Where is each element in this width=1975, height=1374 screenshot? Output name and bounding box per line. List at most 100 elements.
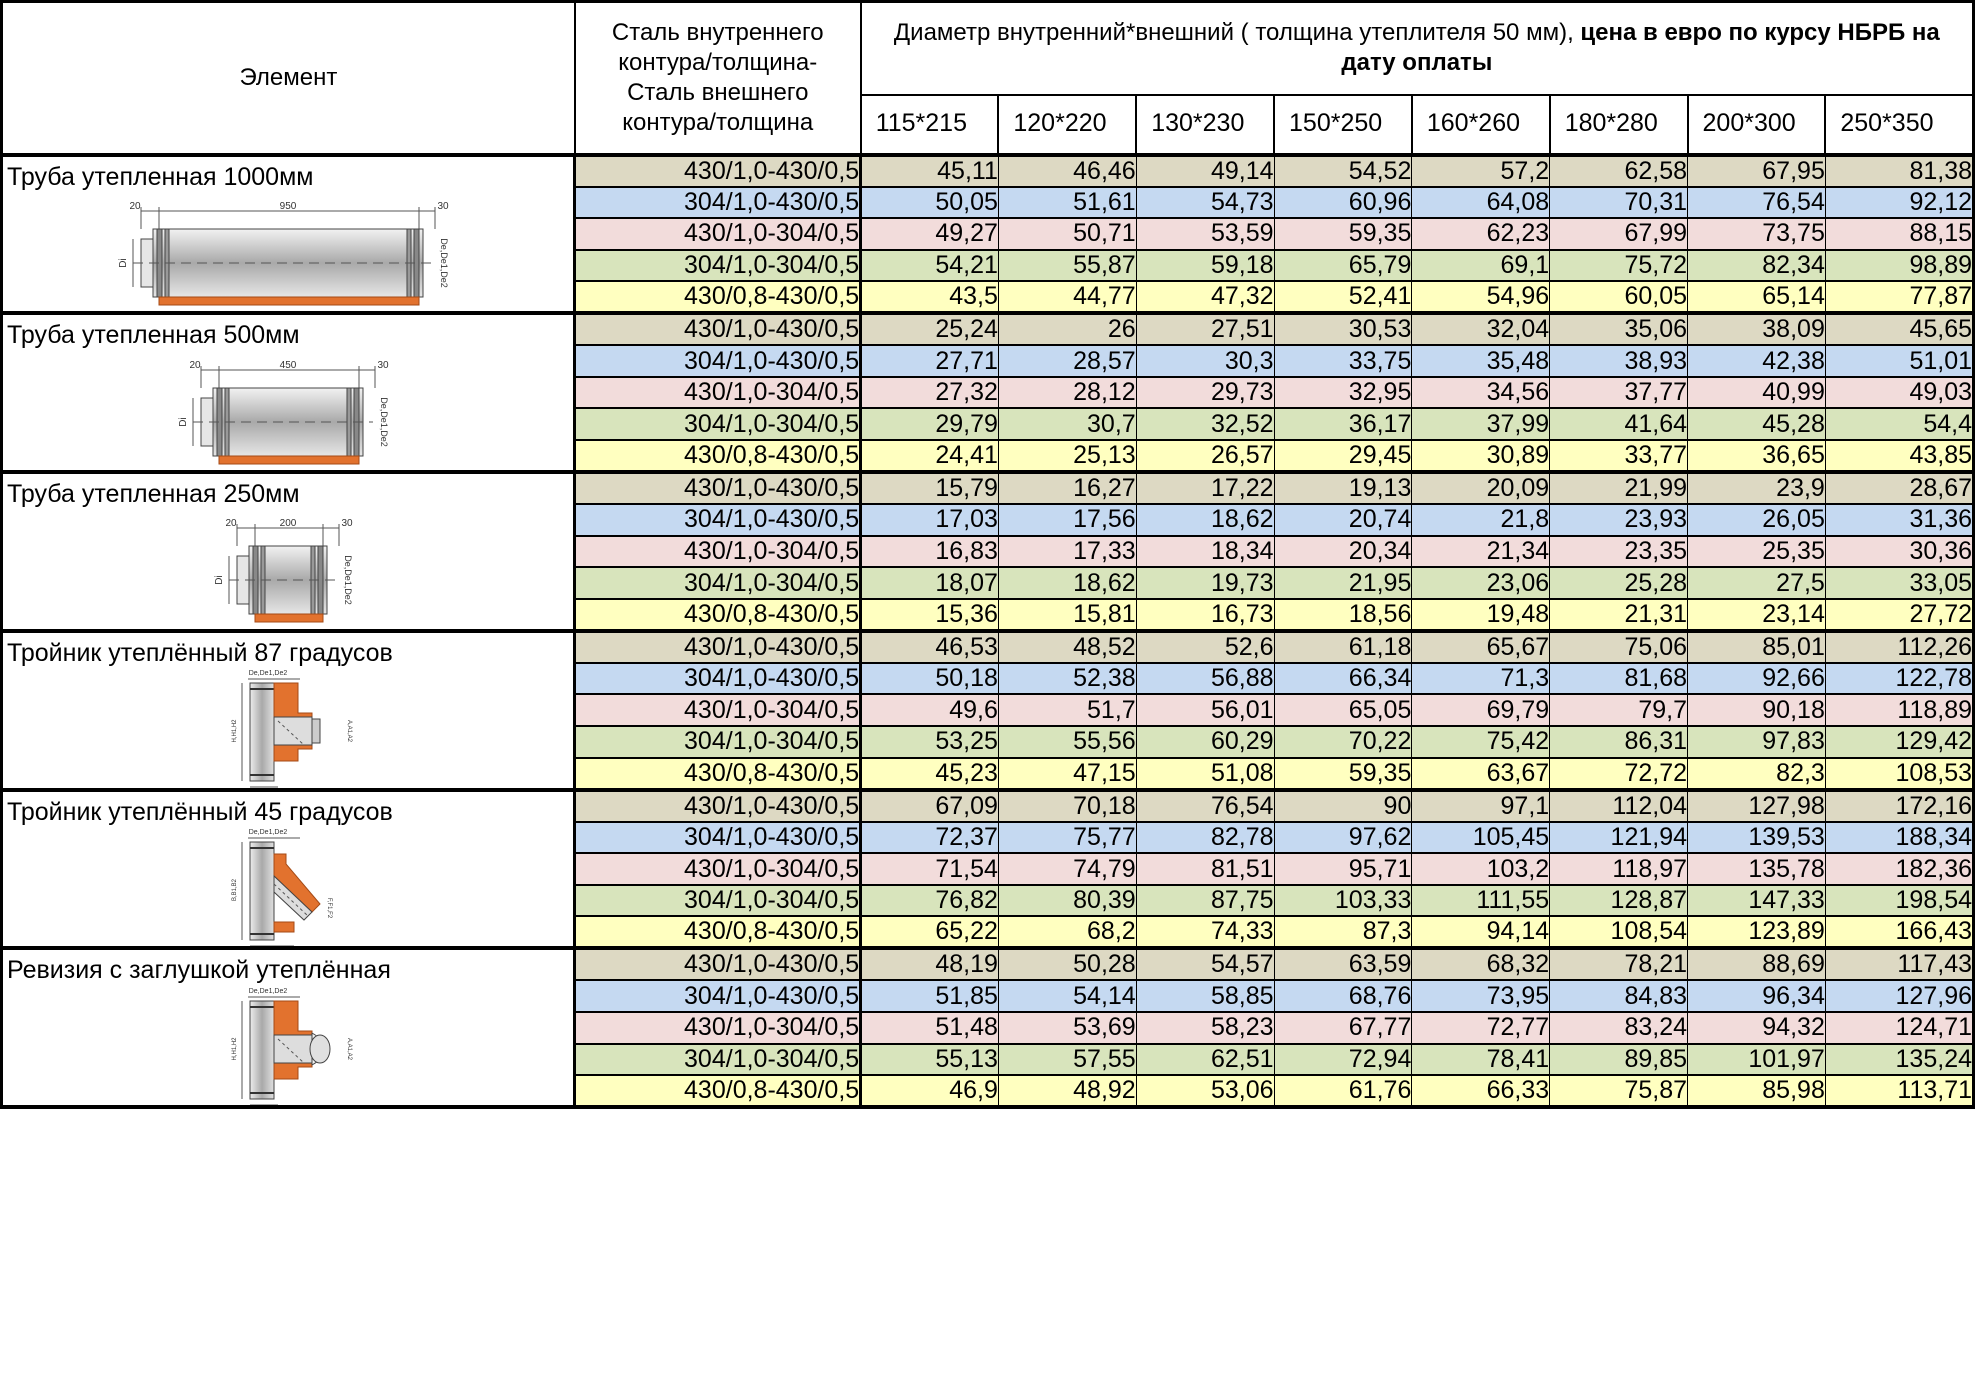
svg-text:20: 20 bbox=[130, 201, 142, 212]
table-row: 430/0,8-430/0,5 65,22 68,2 74,33 87,3 94,14 10… bbox=[2, 915, 1975, 951]
price-cell: 88,15 bbox=[1824, 217, 1975, 251]
price-cell: 96,34 bbox=[1687, 979, 1826, 1013]
price-cell: 139,53 bbox=[1687, 821, 1826, 855]
price-cell: 68,76 bbox=[1273, 979, 1413, 1013]
price-cell: 127,96 bbox=[1824, 979, 1975, 1013]
price-cell: 26,57 bbox=[1135, 439, 1275, 475]
steel-cell: 430/1,0-430/0,5 bbox=[574, 789, 863, 823]
price-cell: 31,36 bbox=[1824, 503, 1975, 537]
price-cell: 19,48 bbox=[1411, 598, 1551, 633]
price-cell: 64,08 bbox=[1411, 186, 1551, 220]
price-cell: 87,75 bbox=[1135, 884, 1275, 918]
price-cell: 188,34 bbox=[1824, 821, 1975, 855]
table-row: 304/1,0-304/0,5 55,13 57,55 62,51 72,94 78,41… bbox=[2, 1043, 1975, 1077]
price-cell: 82,34 bbox=[1687, 249, 1826, 283]
price-cell: 18,34 bbox=[1135, 535, 1275, 569]
price-cell: 25,13 bbox=[997, 439, 1137, 475]
price-cell: 52,41 bbox=[1273, 280, 1413, 316]
header-diameter: Диаметр внутренний*внешний ( толщина уте… bbox=[859, 0, 1975, 96]
svg-text:F,F1,F2: F,F1,F2 bbox=[326, 898, 332, 919]
price-cell: 29,79 bbox=[860, 407, 999, 442]
price-table-body: Труба утепленная 1000мм 20 950 30 Di De,De1,D… bbox=[0, 154, 1975, 1110]
price-cell: 67,09 bbox=[860, 789, 999, 823]
steel-cell: 430/0,8-430/0,5 bbox=[574, 598, 863, 633]
price-cell: 54,21 bbox=[860, 249, 999, 283]
price-cell: 35,48 bbox=[1411, 344, 1551, 378]
price-cell: 111,55 bbox=[1411, 884, 1551, 918]
price-cell: 129,42 bbox=[1824, 725, 1975, 759]
price-cell: 76,54 bbox=[1687, 186, 1826, 220]
price-cell: 46,46 bbox=[997, 154, 1137, 188]
price-cell: 75,77 bbox=[997, 821, 1137, 855]
steel-cell: 430/1,0-304/0,5 bbox=[574, 693, 863, 728]
price-cell: 82,3 bbox=[1687, 757, 1826, 792]
price-cell: 85,01 bbox=[1687, 630, 1826, 664]
svg-text:30: 30 bbox=[342, 518, 354, 529]
steel-cell: 430/0,8-430/0,5 bbox=[574, 439, 863, 475]
price-cell: 98,89 bbox=[1824, 249, 1975, 283]
element-cell: Тройник утеплённый 87 градусов De,De1,De2… bbox=[0, 630, 577, 792]
price-cell: 118,97 bbox=[1549, 852, 1689, 886]
price-cell: 23,9 bbox=[1687, 471, 1826, 506]
steel-cell: 430/1,0-430/0,5 bbox=[574, 312, 863, 347]
header-steel: Сталь внутреннего контура/толщина- Сталь… bbox=[573, 0, 862, 157]
price-cell: 71,3 bbox=[1411, 662, 1551, 696]
price-cell: 28,57 bbox=[997, 344, 1137, 378]
table-row: 430/1,0-304/0,5 51,48 53,69 58,23 67,77 72,77… bbox=[2, 1011, 1975, 1045]
steel-cell: 304/1,0-304/0,5 bbox=[574, 884, 863, 918]
element-cell: Тройник утеплённый 45 градусов De,De1,De2… bbox=[0, 789, 577, 951]
price-cell: 51,48 bbox=[860, 1011, 999, 1045]
price-cell: 62,23 bbox=[1411, 217, 1551, 251]
price-cell: 67,77 bbox=[1273, 1011, 1413, 1045]
price-cell: 112,04 bbox=[1549, 789, 1689, 823]
table-row: 430/1,0-304/0,5 49,6 51,7 56,01 65,05 69,79 79… bbox=[2, 693, 1975, 728]
price-cell: 26,05 bbox=[1687, 503, 1826, 537]
element-cell: Труба утепленная 250мм 20 200 30 Di De,De1,De… bbox=[0, 472, 577, 633]
price-cell: 65,79 bbox=[1273, 249, 1413, 283]
element-cell: Труба утепленная 1000мм 20 950 30 Di De,De1,D… bbox=[0, 154, 577, 316]
price-cell: 16,27 bbox=[997, 471, 1137, 506]
table-row: 304/1,0-430/0,5 17,03 17,56 18,62 20,74 21,8 2… bbox=[2, 503, 1975, 537]
price-cell: 19,73 bbox=[1135, 566, 1275, 600]
price-cell: 37,99 bbox=[1411, 407, 1551, 442]
svg-text:De,De1,De2: De,De1,De2 bbox=[379, 397, 389, 447]
price-cell: 85,98 bbox=[1687, 1074, 1826, 1110]
steel-cell: 430/0,8-430/0,5 bbox=[574, 757, 863, 792]
header-size: 120*220 bbox=[997, 93, 1138, 157]
price-cell: 49,6 bbox=[860, 693, 999, 728]
table-row: Труба утепленная 250мм 20 200 30 Di De,De1,De… bbox=[0, 471, 1975, 633]
steel-cell: 304/1,0-304/0,5 bbox=[574, 249, 863, 283]
element-cell: Труба утепленная 500мм 20 450 30 Di De,De1,De… bbox=[0, 313, 577, 475]
price-cell: 30,7 bbox=[997, 407, 1137, 442]
price-cell: 34,56 bbox=[1411, 376, 1551, 410]
header-size: 115*215 bbox=[859, 93, 1000, 157]
price-cell: 65,22 bbox=[860, 915, 999, 951]
table-row: Труба утепленная 1000мм 20 950 30 Di De,De1,D… bbox=[0, 154, 1975, 316]
price-cell: 54,52 bbox=[1273, 154, 1413, 188]
table-row: 304/1,0-304/0,5 29,79 30,7 32,52 36,17 37,99 4… bbox=[2, 407, 1975, 442]
steel-cell: 430/1,0-304/0,5 bbox=[574, 535, 863, 569]
price-cell: 27,72 bbox=[1824, 598, 1975, 633]
steel-cell: 304/1,0-430/0,5 bbox=[574, 186, 863, 220]
steel-cell: 304/1,0-430/0,5 bbox=[574, 821, 863, 855]
price-cell: 55,87 bbox=[997, 249, 1137, 283]
table-row: Труба утепленная 500мм 20 450 30 Di De,De1,De… bbox=[0, 312, 1975, 475]
price-cell: 18,62 bbox=[1135, 503, 1275, 537]
steel-cell: 430/1,0-304/0,5 bbox=[574, 852, 863, 886]
steel-cell: 430/1,0-430/0,5 bbox=[574, 630, 863, 664]
svg-text:A,A1,A2: A,A1,A2 bbox=[346, 720, 352, 743]
header-size: 150*250 bbox=[1273, 93, 1413, 157]
price-cell: 59,18 bbox=[1135, 249, 1275, 283]
price-cell: 29,45 bbox=[1273, 439, 1413, 475]
price-cell: 53,25 bbox=[860, 725, 999, 759]
price-cell: 48,92 bbox=[997, 1074, 1137, 1110]
price-cell: 54,14 bbox=[997, 979, 1137, 1013]
price-cell: 51,7 bbox=[997, 693, 1137, 728]
price-cell: 59,35 bbox=[1273, 217, 1413, 251]
price-cell: 18,62 bbox=[997, 566, 1137, 600]
price-cell: 33,05 bbox=[1824, 566, 1975, 600]
element-name: Труба утепленная 1000мм bbox=[7, 162, 314, 191]
steel-cell: 430/0,8-430/0,5 bbox=[574, 1074, 863, 1110]
price-cell: 105,45 bbox=[1411, 821, 1551, 855]
